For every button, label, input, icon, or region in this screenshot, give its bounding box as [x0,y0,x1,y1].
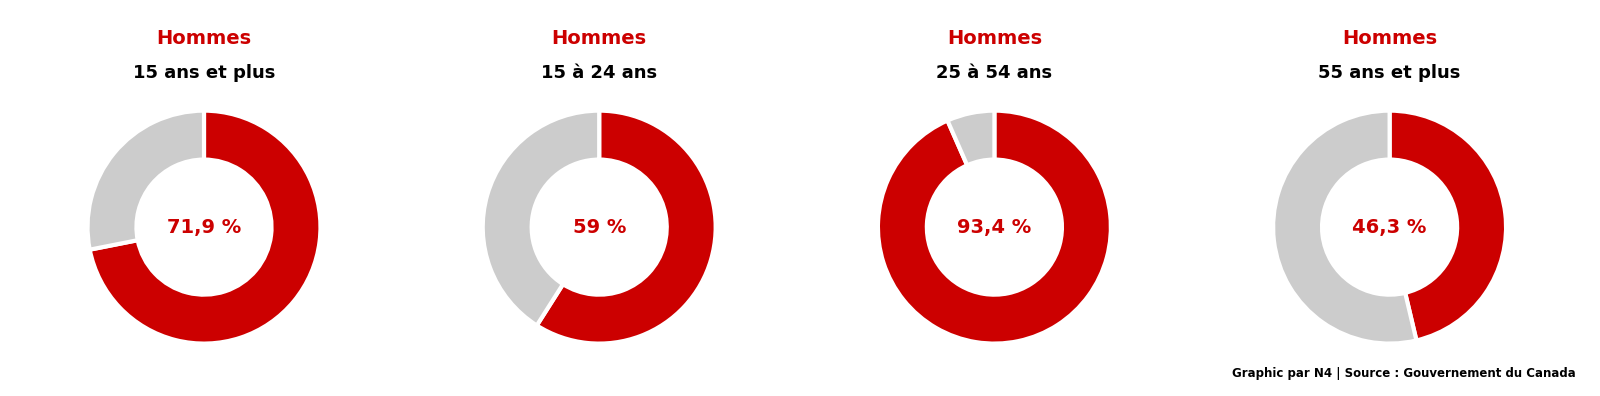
Text: 55 ans et plus: 55 ans et plus [1318,64,1461,82]
Wedge shape [536,110,715,344]
Text: Hommes: Hommes [157,29,251,48]
Wedge shape [878,110,1110,344]
Wedge shape [1389,110,1506,341]
Wedge shape [88,110,205,249]
Text: Graphic par N4 | Source : Gouvernement du Canada: Graphic par N4 | Source : Gouvernement d… [1232,367,1576,380]
Text: 25 à 54 ans: 25 à 54 ans [936,64,1053,82]
Text: 93,4 %: 93,4 % [957,218,1032,237]
Text: 59 %: 59 % [573,218,626,237]
Text: Hommes: Hommes [552,29,646,48]
Text: 71,9 %: 71,9 % [166,218,242,237]
Wedge shape [947,110,995,165]
Wedge shape [90,110,320,344]
Wedge shape [483,110,600,326]
Text: Hommes: Hommes [947,29,1042,48]
Text: 15 à 24 ans: 15 à 24 ans [541,64,658,82]
Text: 46,3 %: 46,3 % [1352,218,1427,237]
Wedge shape [1274,110,1416,344]
Text: Hommes: Hommes [1342,29,1437,48]
Text: 15 ans et plus: 15 ans et plus [133,64,275,82]
